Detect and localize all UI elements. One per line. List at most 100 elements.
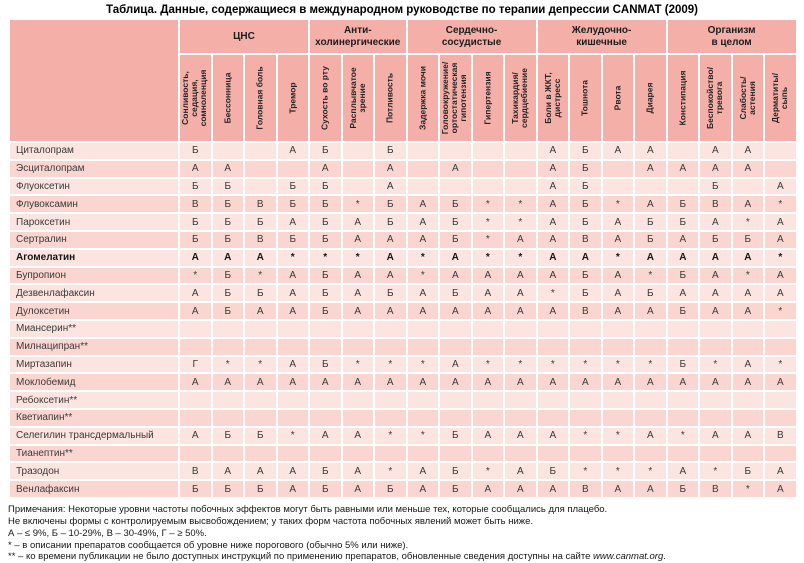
frequency-cell [470, 443, 506, 464]
frequency-cell [178, 318, 213, 339]
frequency-cell: А [470, 372, 506, 393]
column-group-header: ЦНС [178, 18, 310, 55]
frequency-cell: А [763, 229, 798, 250]
frequency-cell: А [470, 283, 506, 304]
frequency-cell [535, 443, 571, 464]
frequency-cell: А [308, 158, 343, 179]
column-header-label: Тремор [287, 82, 298, 114]
frequency-cell: А [340, 461, 375, 482]
frequency-cell: Б [665, 479, 701, 499]
table-row: Агомелатин А А А * * * А * А * * А А * А А А А * [8, 247, 798, 268]
frequency-cell [600, 336, 636, 357]
frequency-cell: Б [373, 479, 408, 499]
frequency-cell: А [470, 425, 506, 446]
frequency-cell: Б [730, 461, 766, 482]
frequency-cell [340, 176, 375, 197]
frequency-cell: Б [210, 212, 245, 232]
frequency-cell: А [730, 247, 766, 268]
frequency-cell: Б [210, 194, 245, 215]
frequency-cell: * [633, 461, 668, 482]
frequency-cell: А [405, 212, 441, 232]
frequency-cell: А [275, 141, 310, 161]
frequency-cell: * [243, 265, 278, 286]
frequency-cell [470, 158, 506, 179]
frequency-cell: Б [568, 265, 603, 286]
frequency-cell [568, 407, 603, 428]
frequency-cell [438, 390, 473, 410]
frequency-cell: Б [730, 229, 766, 250]
frequency-cell: * [568, 354, 603, 375]
frequency-cell: * [405, 247, 441, 268]
table-row: Бупропион * Б * А Б А А * А А А А Б А * Б А * А [8, 265, 798, 286]
frequency-cell: А [730, 194, 766, 215]
frequency-cell: А [600, 265, 636, 286]
frequency-cell: Б [665, 354, 701, 375]
frequency-cell: А [600, 479, 636, 499]
frequency-cell: А [405, 229, 441, 250]
drug-column-corner-cell [8, 18, 180, 143]
frequency-cell [600, 390, 636, 410]
frequency-cell: Б [438, 461, 473, 482]
frequency-cell [665, 390, 701, 410]
frequency-cell [633, 390, 668, 410]
frequency-cell [633, 318, 668, 339]
frequency-cell: Б [308, 354, 343, 375]
frequency-cell [763, 141, 798, 161]
frequency-cell: Б [210, 479, 245, 499]
table-row: Пароксетин Б Б Б А Б А Б А Б * * А Б А Б Б А * А [8, 212, 798, 232]
frequency-cell: А [178, 425, 213, 446]
frequency-cell: * [698, 461, 733, 482]
frequency-cell: Б [275, 194, 310, 215]
column-header-label: Тошнота [579, 80, 590, 116]
frequency-cell: * [340, 354, 375, 375]
frequency-cell: * [600, 425, 636, 446]
frequency-cell: Б [210, 265, 245, 286]
frequency-cell [438, 443, 473, 464]
frequency-cell [405, 158, 441, 179]
frequency-cell: А [730, 425, 766, 446]
frequency-cell: А [568, 247, 603, 268]
frequency-cell: А [535, 194, 571, 215]
frequency-cell [503, 176, 538, 197]
frequency-cell [275, 336, 310, 357]
frequency-cell [698, 336, 733, 357]
canmat-website-link: www.canmat.org [593, 551, 664, 563]
frequency-cell: Б [308, 461, 343, 482]
frequency-cell: * [503, 354, 538, 375]
frequency-cell: А [503, 283, 538, 304]
frequency-cell: А [568, 372, 603, 393]
frequency-cell [340, 336, 375, 357]
frequency-cell: А [535, 141, 571, 161]
frequency-cell: Б [308, 141, 343, 161]
frequency-cell [308, 336, 343, 357]
frequency-cell: А [373, 176, 408, 197]
frequency-cell: А [373, 265, 408, 286]
frequency-cell [275, 390, 310, 410]
column-group-header: Сердечно- сосудистые [405, 18, 538, 55]
frequency-cell: А [698, 158, 733, 179]
frequency-cell [405, 407, 441, 428]
frequency-cell: А [243, 372, 278, 393]
frequency-cell [568, 443, 603, 464]
frequency-cell: А [470, 301, 506, 321]
drug-name-cell: Пароксетин [8, 212, 180, 232]
frequency-cell: Б [178, 141, 213, 161]
frequency-cell: Б [535, 461, 571, 482]
frequency-cell: А [730, 301, 766, 321]
frequency-cell [405, 318, 441, 339]
frequency-cell [178, 407, 213, 428]
frequency-cell: А [698, 265, 733, 286]
frequency-cell: А [243, 301, 278, 321]
column-group-header: Анти- холинергические [308, 18, 408, 55]
column-header: Головокружение/ ортостатическая гипотенз… [438, 53, 473, 143]
frequency-cell [470, 407, 506, 428]
frequency-cell [568, 318, 603, 339]
frequency-cell [275, 407, 310, 428]
frequency-cell [730, 318, 766, 339]
column-header: Гипертензия [470, 53, 506, 143]
drug-name-cell: Венлафаксин [8, 479, 180, 499]
frequency-cell: А [633, 158, 668, 179]
frequency-cell: Б [568, 194, 603, 215]
frequency-cell [698, 390, 733, 410]
footnote-line-4: * – в описании препаратов сообщается об … [8, 539, 409, 551]
